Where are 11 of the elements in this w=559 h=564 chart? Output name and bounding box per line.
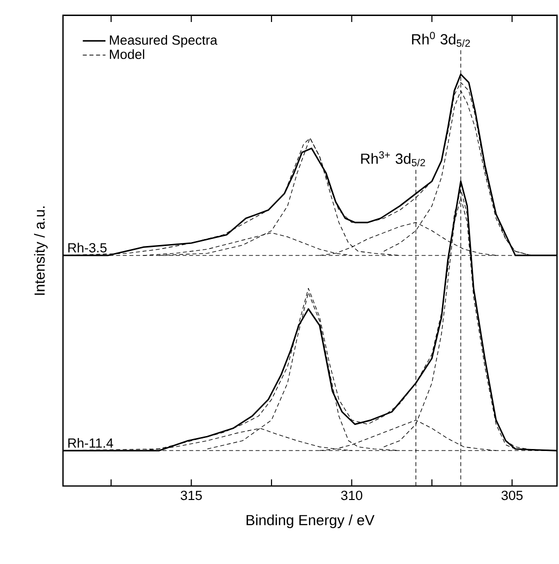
ref-line-label: Rh$^{0}$ 3d$_{5/2}$ xyxy=(412,32,470,47)
y-axis-title: Intensity / a.u. xyxy=(34,206,48,295)
x-tick-label: 315 xyxy=(180,490,202,500)
legend-label: Measured Spectra xyxy=(110,35,218,48)
ref-line-label: Rh$^{3+}$ 3d$_{5/2}$ xyxy=(361,151,426,166)
x-tick-label: 310 xyxy=(341,490,362,500)
x-tick-label: 305 xyxy=(502,490,523,500)
x-axis-title: Binding Energy / eV xyxy=(246,514,374,528)
legend-label: Model xyxy=(110,49,144,60)
annotation: Rh-11.4 xyxy=(68,438,114,448)
annotation: Rh-3.5 xyxy=(68,242,107,252)
